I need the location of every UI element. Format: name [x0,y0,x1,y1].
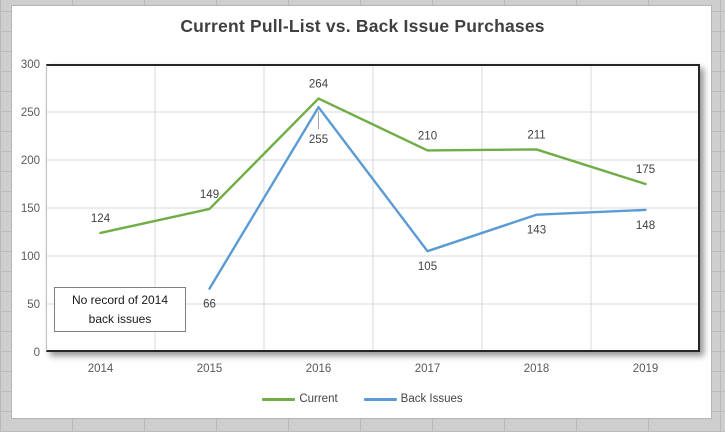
data-label: 66 [203,299,216,311]
y-axis-label: 200 [21,155,40,167]
annotation-box: No record of 2014 back issues [54,287,186,332]
x-axis-label: 2019 [633,363,659,375]
y-axis-label: 50 [27,299,40,311]
data-label: 175 [636,164,655,176]
y-axis-label: 100 [21,251,40,263]
data-label: 210 [418,130,437,142]
legend-item-current: Current [262,393,338,405]
y-axis-label: 300 [21,59,40,71]
data-label: 124 [91,213,111,225]
y-axis-label: 150 [21,203,40,215]
data-label: 148 [636,220,655,232]
data-label: 264 [309,79,329,91]
data-label: 211 [527,129,545,141]
legend-label-current: Current [299,393,338,405]
series-line-back-issues [208,105,647,290]
x-axis-label: 2017 [415,363,441,375]
data-label: 255 [309,134,328,146]
data-label: 149 [200,189,219,201]
legend: Current Back Issues [0,393,725,405]
chart-title: Current Pull-List vs. Back Issue Purchas… [180,16,545,36]
annotation-text-line1: No record of 2014 [71,293,169,307]
x-axis-label: 2014 [88,363,114,375]
plot-area [46,64,700,352]
y-axis-label: 250 [21,107,40,119]
x-axis-label: 2015 [197,363,223,375]
x-axis-label: 2018 [524,363,550,375]
legend-swatch-current [262,397,296,401]
legend-item-back-issues: Back Issues [363,393,463,405]
legend-label-back-issues: Back Issues [400,393,463,405]
legend-swatch-back-issues [363,397,397,401]
series-line-current [99,97,647,235]
y-axis-label: 0 [34,347,40,359]
data-label: 143 [527,225,546,237]
data-label: 105 [418,261,437,273]
annotation-text-line2: back issues [88,312,152,326]
x-axis-label: 2016 [306,363,332,375]
